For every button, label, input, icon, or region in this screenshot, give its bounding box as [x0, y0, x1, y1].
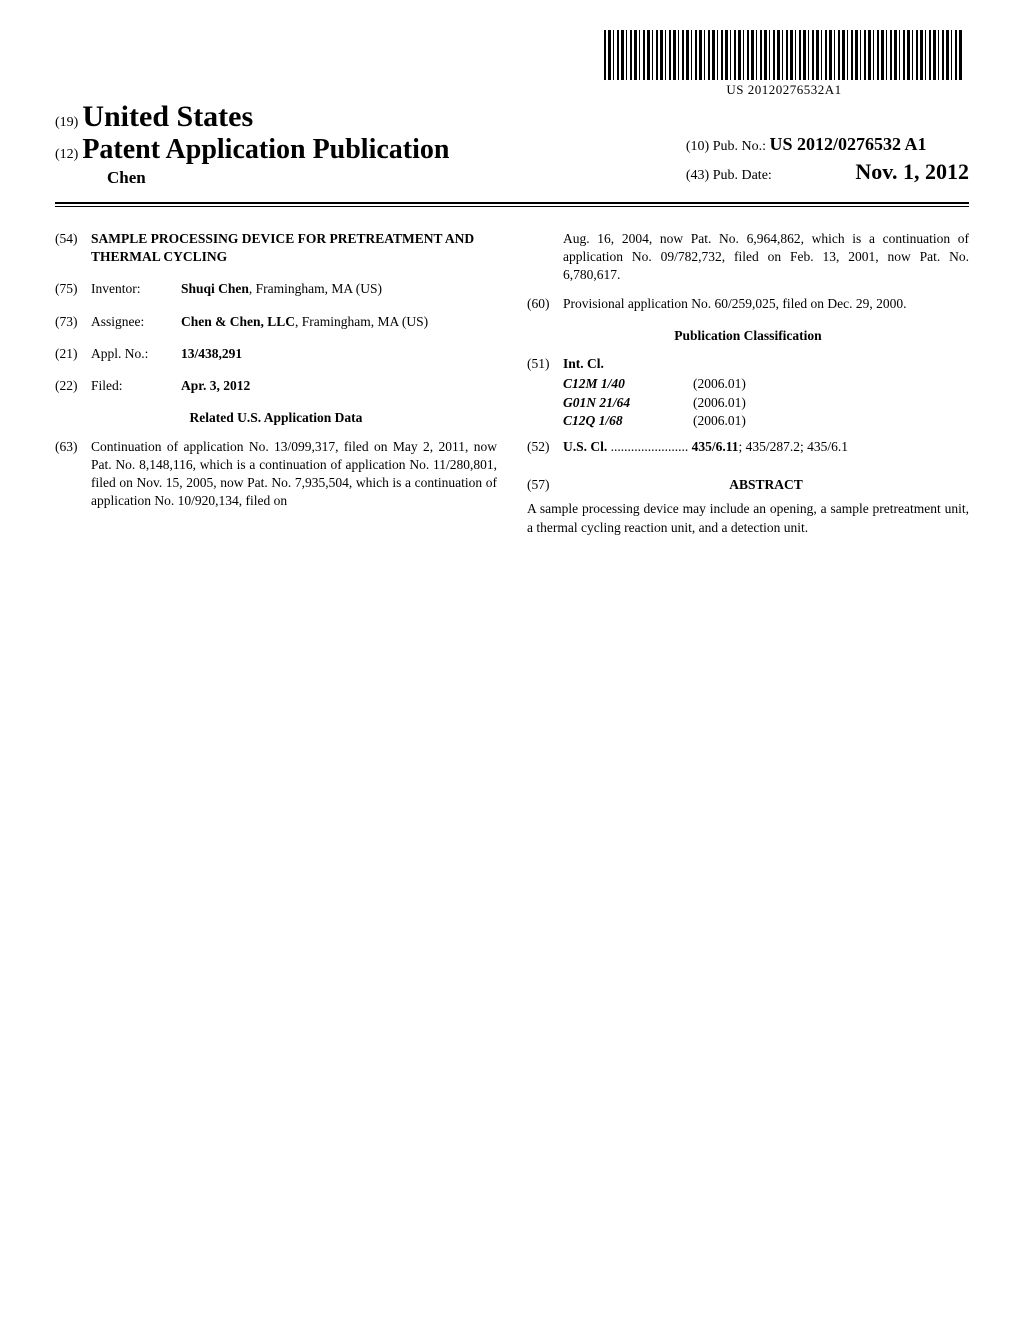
continuation-text: Continuation of application No. 13/099,3…: [91, 438, 497, 511]
assignee-loc: , Framingham, MA (US): [295, 314, 428, 329]
code-73: (73): [55, 313, 91, 331]
code-21: (21): [55, 345, 91, 363]
field-21: (21) Appl. No.: 13/438,291: [55, 345, 497, 363]
abstract-title: ABSTRACT: [563, 476, 969, 494]
right-column: Aug. 16, 2004, now Pat. No. 6,964,862, w…: [527, 230, 969, 537]
field-54: (54) SAMPLE PROCESSING DEVICE FOR PRETRE…: [55, 230, 497, 266]
inventor-loc: , Framingham, MA (US): [249, 281, 382, 296]
code-12: (12): [55, 147, 78, 162]
pub-info: (10) Pub. No.: US 2012/0276532 A1 (43) P…: [686, 134, 969, 185]
related-data-title: Related U.S. Application Data: [55, 409, 497, 427]
barcode-text: US 20120276532A1: [604, 82, 964, 98]
barcode-block: US 20120276532A1: [604, 30, 964, 98]
ipc-code: C12M 1/40: [563, 375, 693, 393]
ipc-row: G01N 21/64 (2006.01): [563, 394, 969, 412]
field-22: (22) Filed: Apr. 3, 2012: [55, 377, 497, 395]
ipc-list: C12M 1/40 (2006.01) G01N 21/64 (2006.01)…: [527, 375, 969, 430]
code-57: (57): [527, 476, 563, 494]
assignee-label: Assignee:: [91, 313, 181, 331]
inventor-name: Shuqi Chen: [181, 281, 249, 296]
inventor-label: Inventor:: [91, 280, 181, 298]
barcode: [604, 30, 964, 80]
pub-classification-title: Publication Classification: [527, 327, 969, 345]
us-cl-dots: .......................: [607, 439, 691, 454]
country: United States: [82, 100, 253, 133]
ipc-ver: (2006.01): [693, 412, 746, 430]
code-19: (19): [55, 115, 78, 130]
us-cl-label: U.S. Cl.: [563, 439, 607, 454]
ipc-row: C12M 1/40 (2006.01): [563, 375, 969, 393]
code-60: (60): [527, 295, 563, 313]
filed-label: Filed:: [91, 377, 181, 395]
invention-title: SAMPLE PROCESSING DEVICE FOR PRETREATMEN…: [91, 230, 497, 266]
pub-no-line: (10) Pub. No.: US 2012/0276532 A1: [686, 134, 969, 155]
header: (19) United States (12) Patent Applicati…: [55, 100, 969, 188]
code-52: (52): [527, 438, 563, 456]
field-73: (73) Assignee: Chen & Chen, LLC, Framing…: [55, 313, 497, 331]
ipc-row: C12Q 1/68 (2006.01): [563, 412, 969, 430]
int-cl-bold: Int. Cl.: [563, 356, 604, 371]
int-cl-label: Int. Cl.: [563, 355, 969, 373]
field-60: (60) Provisional application No. 60/259,…: [527, 295, 969, 313]
filed-value: Apr. 3, 2012: [181, 377, 497, 395]
ipc-ver: (2006.01): [693, 394, 746, 412]
us-cl-bold: 435/6.11: [692, 439, 739, 454]
pub-date-label: (43) Pub. Date:: [686, 168, 772, 183]
code-54: (54): [55, 230, 91, 266]
ipc-code: G01N 21/64: [563, 394, 693, 412]
pub-date-value: Nov. 1, 2012: [855, 159, 969, 184]
field-52: (52) U.S. Cl. ....................... 43…: [527, 438, 969, 456]
pub-date-line: (43) Pub. Date: Nov. 1, 2012: [686, 159, 969, 185]
abstract-body: A sample processing device may include a…: [527, 500, 969, 536]
appl-no-bold: 13/438,291: [181, 346, 242, 361]
code-63: (63): [55, 438, 91, 511]
pub-no-label: (10) Pub. No.:: [686, 139, 766, 154]
columns: (54) SAMPLE PROCESSING DEVICE FOR PRETRE…: [55, 230, 969, 537]
rule-top: [55, 202, 969, 204]
assignee-name: Chen & Chen, LLC: [181, 314, 295, 329]
provisional-text: Provisional application No. 60/259,025, …: [563, 295, 969, 313]
left-column: (54) SAMPLE PROCESSING DEVICE FOR PRETRE…: [55, 230, 497, 537]
inventor-value: Shuqi Chen, Framingham, MA (US): [181, 280, 497, 298]
ipc-ver: (2006.01): [693, 375, 746, 393]
us-cl-rest: ; 435/287.2; 435/6.1: [739, 439, 849, 454]
continuation-text-cont: Aug. 16, 2004, now Pat. No. 6,964,862, w…: [527, 230, 969, 285]
field-63: (63) Continuation of application No. 13/…: [55, 438, 497, 511]
appl-no-value: 13/438,291: [181, 345, 497, 363]
filed-bold: Apr. 3, 2012: [181, 378, 250, 393]
rule-bottom: [55, 206, 969, 207]
code-22: (22): [55, 377, 91, 395]
ipc-code: C12Q 1/68: [563, 412, 693, 430]
assignee-value: Chen & Chen, LLC, Framingham, MA (US): [181, 313, 497, 331]
pub-no-value: US 2012/0276532 A1: [770, 134, 927, 154]
code-51: (51): [527, 355, 563, 373]
code-75: (75): [55, 280, 91, 298]
field-51: (51) Int. Cl.: [527, 355, 969, 373]
doc-type: Patent Application Publication: [82, 134, 449, 165]
appl-no-label: Appl. No.:: [91, 345, 181, 363]
field-75: (75) Inventor: Shuqi Chen, Framingham, M…: [55, 280, 497, 298]
us-cl-line: U.S. Cl. ....................... 435/6.1…: [563, 438, 969, 456]
line-19: (19) United States: [55, 100, 969, 134]
field-57: (57) ABSTRACT: [527, 470, 969, 500]
